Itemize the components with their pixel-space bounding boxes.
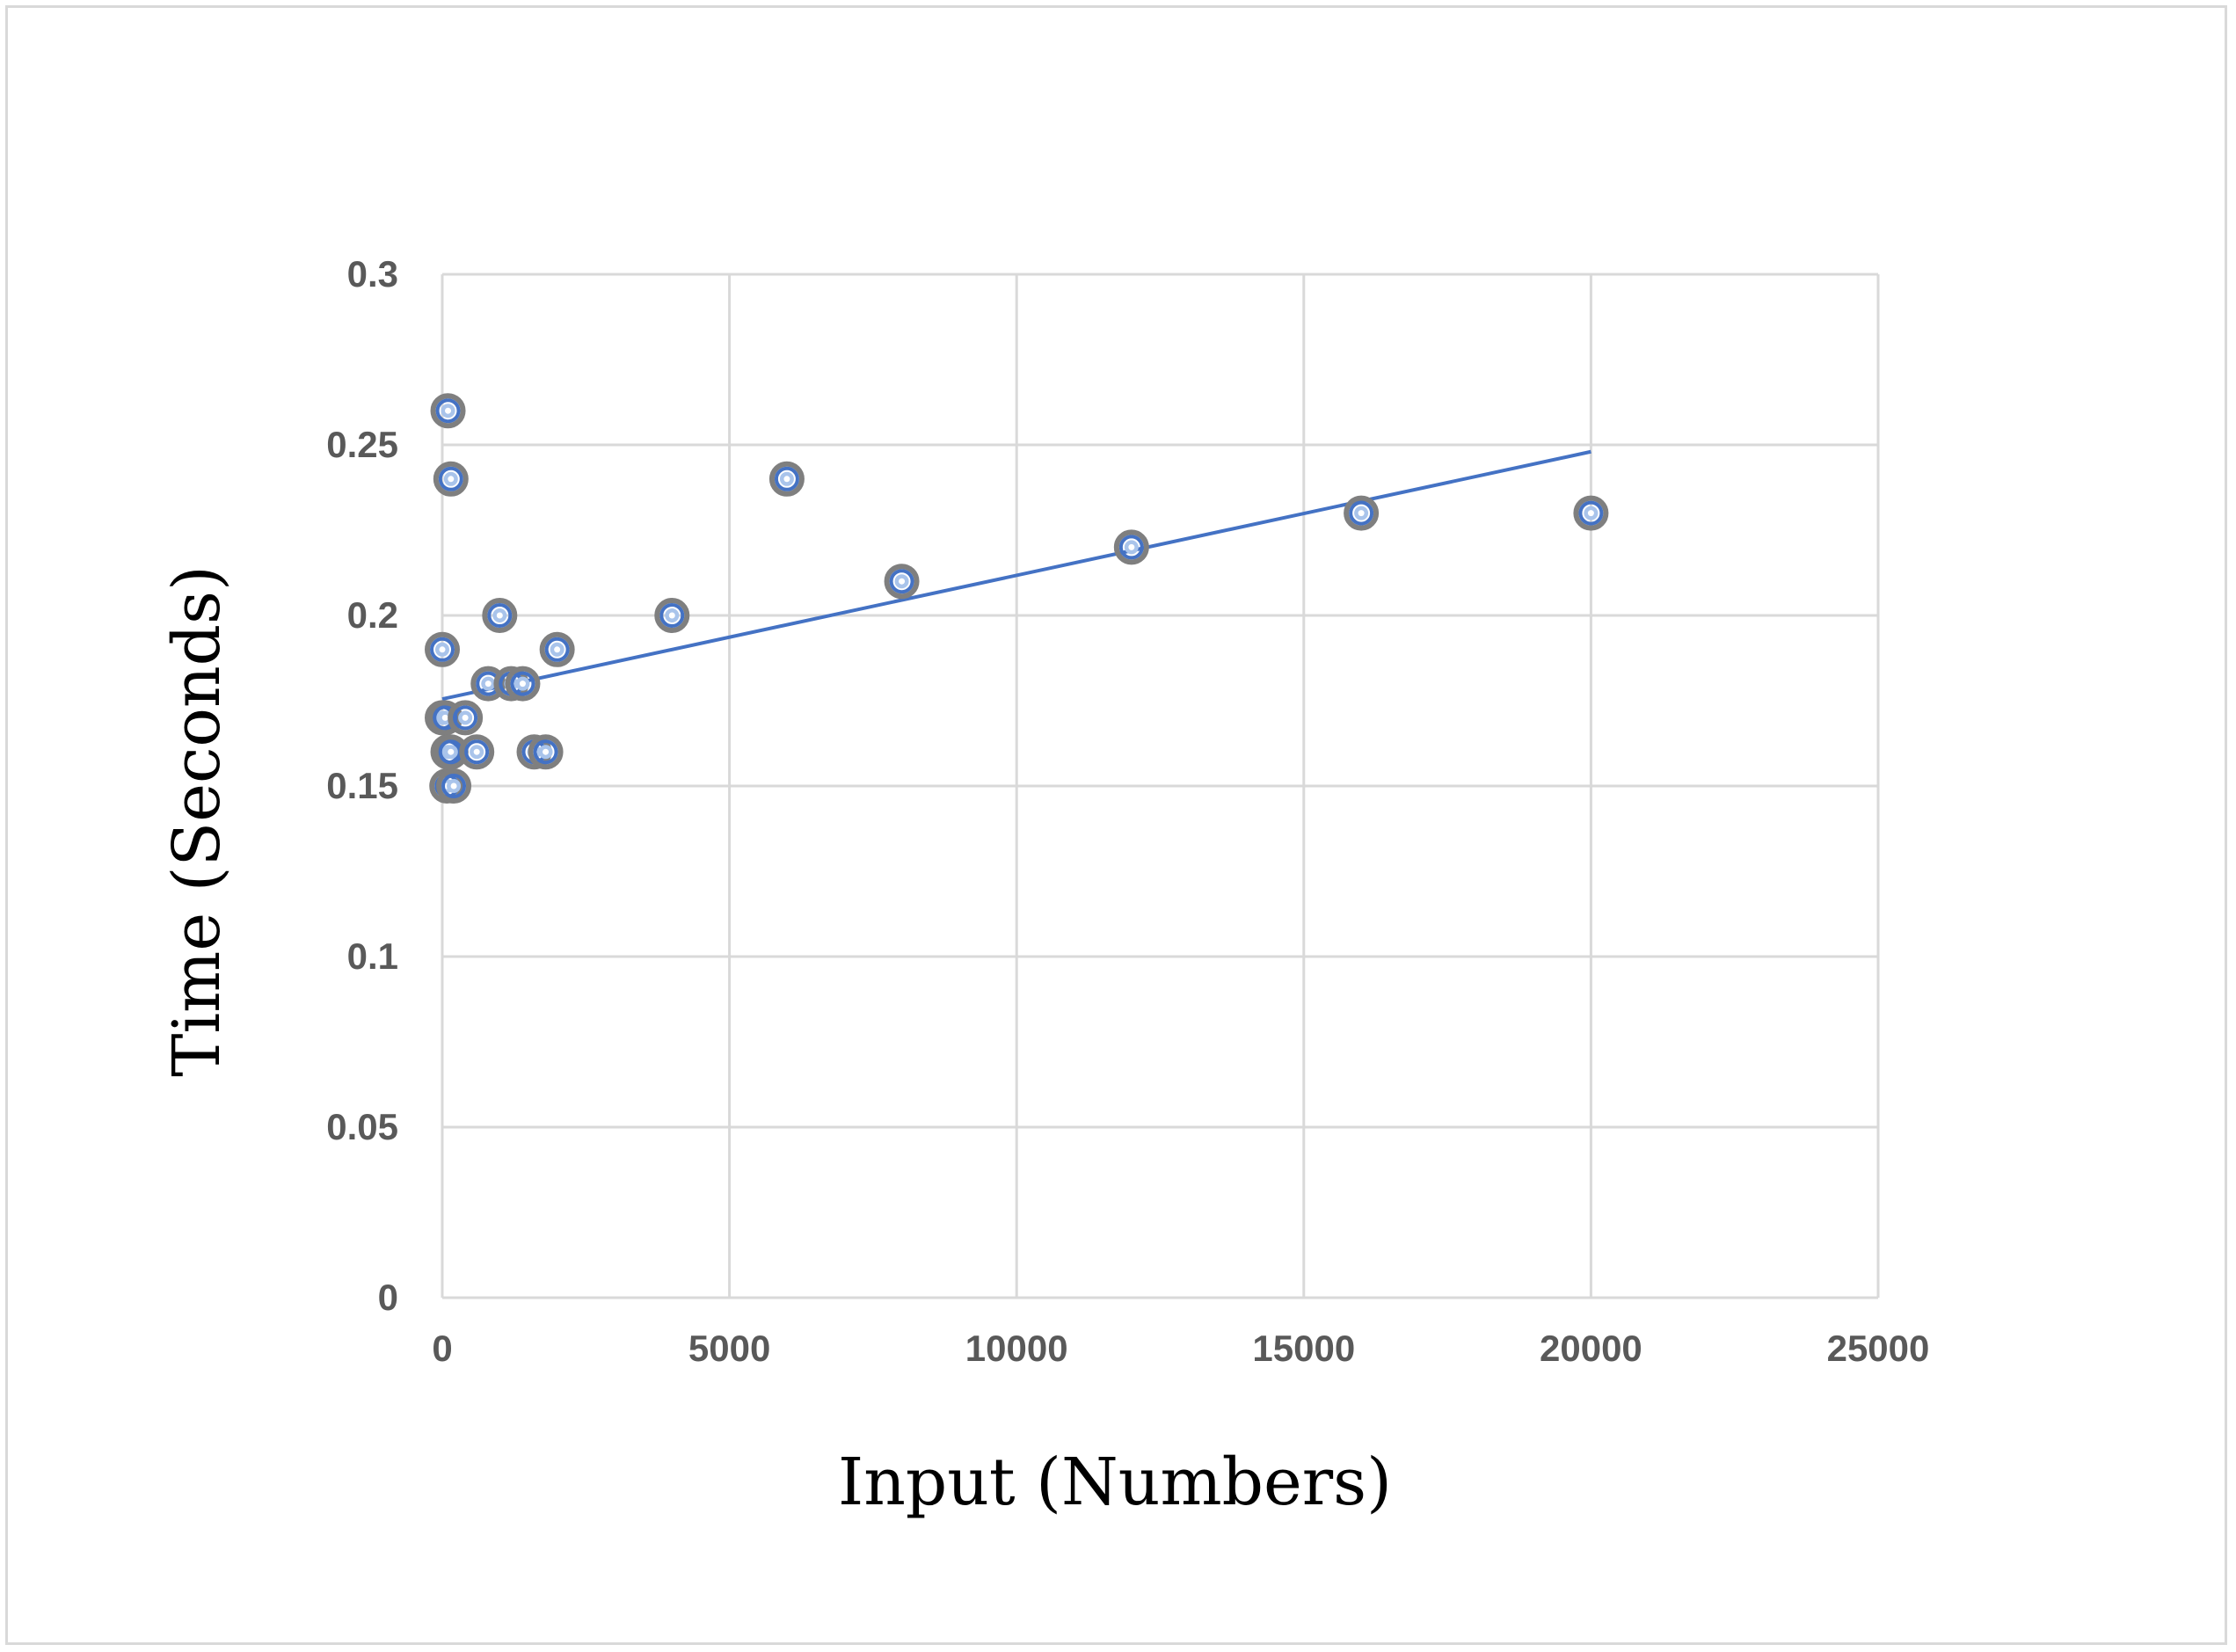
point-center — [439, 646, 446, 653]
data-point — [433, 461, 469, 497]
point-center — [554, 646, 561, 653]
x-tick-label: 20000 — [1540, 1328, 1642, 1369]
y-tick-labels: 0 0.05 0.1 0.15 0.2 0.25 0.3 — [326, 253, 398, 1318]
point-edge-ring — [1578, 500, 1604, 526]
point-edge-ring — [1349, 500, 1374, 526]
point-edge-ring — [1118, 535, 1144, 560]
y-tick-label: 0.2 — [347, 594, 398, 636]
y-tick-label: 0.3 — [347, 253, 398, 295]
point-center — [484, 680, 492, 688]
data-point — [430, 393, 466, 429]
data-point — [459, 734, 495, 770]
point-edge-ring — [510, 671, 535, 696]
gridlines — [441, 273, 1880, 1299]
point-edge-ring — [774, 466, 799, 491]
point-outer-ring — [433, 461, 469, 497]
y-tick-label: 0.05 — [326, 1106, 398, 1147]
data-point — [425, 631, 460, 667]
x-tick-label: 0 — [432, 1328, 452, 1369]
data-point — [482, 598, 518, 633]
point-outer-ring — [448, 700, 484, 736]
data-points — [425, 393, 1609, 804]
point-edge-ring — [659, 603, 685, 628]
point-edge-ring — [533, 739, 558, 765]
data-point — [1113, 529, 1149, 565]
point-outer-ring — [884, 564, 920, 600]
point-center — [473, 748, 480, 755]
point-edge-ring — [487, 603, 513, 628]
point-edge-ring — [438, 466, 463, 491]
x-tick-label: 5000 — [688, 1328, 770, 1369]
point-center — [445, 407, 452, 414]
point-center — [1587, 510, 1594, 517]
y-tick-label: 0.25 — [326, 424, 398, 465]
point-center — [450, 782, 457, 790]
x-axis-title: Input (Numbers) — [838, 1445, 1392, 1520]
point-edge-ring — [435, 398, 461, 424]
point-outer-ring — [505, 666, 541, 702]
point-outer-ring — [654, 598, 690, 633]
point-outer-ring — [768, 461, 805, 497]
data-point — [448, 700, 484, 736]
x-tick-label: 10000 — [965, 1328, 1068, 1369]
data-point — [654, 598, 690, 633]
x-tick-label: 15000 — [1252, 1328, 1355, 1369]
point-outer-ring — [425, 631, 460, 667]
data-point — [768, 461, 805, 497]
chart-frame: 0 0.05 0.1 0.15 0.2 0.25 0.3 0 5000 10000 15000 20… — [5, 5, 2227, 1645]
x-tick-label: 25000 — [1827, 1328, 1930, 1369]
data-point — [1344, 495, 1380, 531]
y-tick-label: 0.1 — [347, 935, 398, 977]
point-outer-ring — [528, 734, 564, 770]
point-edge-ring — [889, 569, 914, 594]
x-tick-labels: 0 5000 10000 15000 20000 25000 — [432, 1328, 1929, 1369]
point-edge-ring — [464, 739, 490, 765]
data-point — [884, 564, 920, 600]
y-tick-label: 0.15 — [326, 765, 398, 806]
point-center — [462, 714, 469, 721]
point-center — [448, 748, 455, 755]
point-outer-ring — [1573, 495, 1609, 531]
data-point — [436, 768, 472, 804]
point-center — [441, 714, 448, 721]
point-center — [1358, 510, 1365, 517]
point-center — [448, 476, 455, 483]
point-outer-ring — [436, 768, 472, 804]
point-center — [668, 612, 675, 619]
point-edge-ring — [453, 705, 478, 731]
y-axis-title: Time (Seconds) — [159, 565, 235, 1077]
data-point — [505, 666, 541, 702]
point-edge-ring — [430, 637, 455, 662]
data-point — [539, 631, 575, 667]
trendline-layer — [441, 449, 1591, 702]
point-outer-ring — [430, 393, 466, 429]
point-center — [1128, 543, 1135, 550]
point-center — [496, 612, 503, 619]
scatter-chart: 0 0.05 0.1 0.15 0.2 0.25 0.3 0 5000 10000 15000 20… — [159, 253, 1929, 1520]
point-center — [519, 680, 526, 688]
y-tick-label: 0 — [378, 1277, 398, 1318]
point-outer-ring — [539, 631, 575, 667]
point-outer-ring — [1113, 529, 1149, 565]
point-center — [783, 476, 790, 483]
data-point — [528, 734, 564, 770]
point-outer-ring — [482, 598, 518, 633]
point-outer-ring — [470, 666, 506, 702]
point-center — [899, 578, 906, 585]
point-center — [543, 748, 550, 755]
point-outer-ring — [1344, 495, 1380, 531]
trendline — [441, 449, 1591, 702]
point-edge-ring — [544, 637, 570, 662]
data-point — [1573, 495, 1609, 531]
point-edge-ring — [441, 774, 467, 798]
point-outer-ring — [459, 734, 495, 770]
